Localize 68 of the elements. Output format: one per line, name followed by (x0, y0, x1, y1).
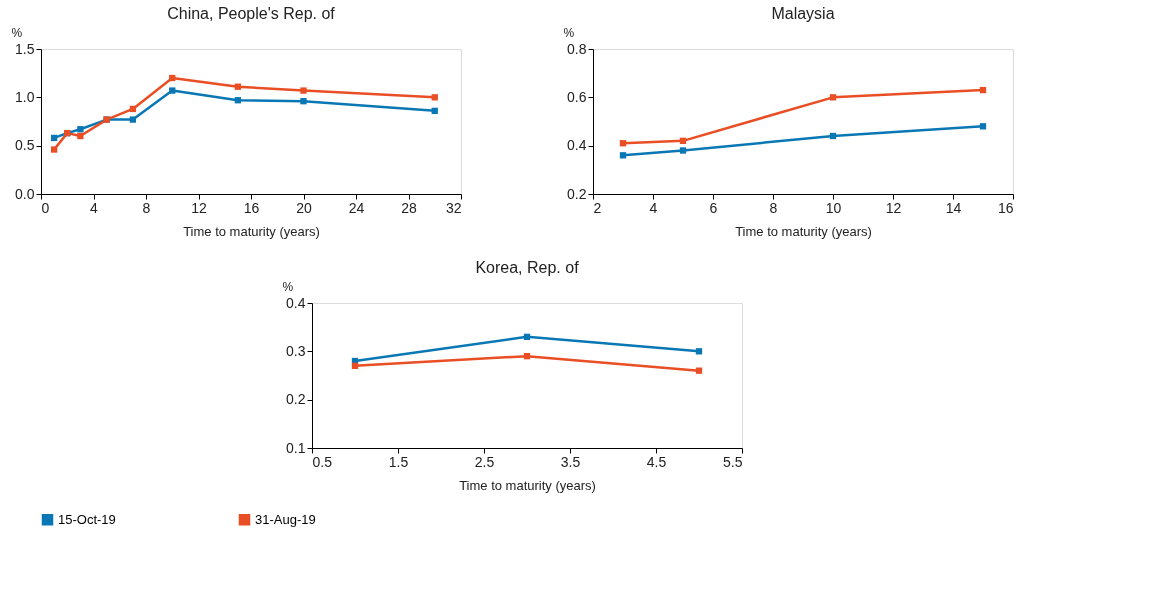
y-tick-label: 0.6 (567, 88, 587, 105)
x-tick-label: 3.5 (560, 453, 581, 470)
point (169, 87, 176, 94)
y-tick-label: 1.0 (15, 88, 35, 105)
chart-title: Malaysia (771, 5, 835, 22)
point (50, 146, 58, 153)
y-tick-label: 0.0 (15, 185, 35, 202)
x-tick-label: 1.5 (388, 453, 409, 470)
y-tick-label: 0.8 (567, 40, 587, 57)
point (619, 140, 627, 147)
point (129, 105, 137, 113)
y-axis-title: % (282, 279, 294, 294)
point (679, 147, 687, 154)
y-tick-label: 0.4 (286, 294, 306, 311)
x-tick-label: 6 (709, 199, 718, 216)
point (619, 152, 627, 159)
x-axis-title: Time to maturity (years) (459, 477, 596, 493)
y-tick-label: 0.4 (567, 137, 587, 154)
x-tick-label: 16 (243, 199, 260, 216)
x-tick-label: 0.5 (312, 453, 333, 470)
point (77, 132, 84, 140)
point (979, 86, 987, 94)
y-axis-title: % (563, 25, 575, 40)
x-axis-title: Time to maturity (years) (735, 223, 872, 239)
point (234, 83, 242, 90)
y-tick-label: 0.1 (286, 439, 306, 456)
point (679, 137, 687, 144)
y-tick-label: 0.2 (567, 185, 587, 202)
point (300, 98, 307, 105)
x-tick-label: 20 (296, 199, 312, 216)
x-tick-label: 5.5 (723, 453, 743, 470)
x-tick-label: 4.5 (646, 453, 667, 470)
y-tick-label: 0.5 (15, 137, 35, 154)
y-tick-label: 1.5 (15, 40, 35, 57)
point (431, 107, 438, 115)
point (234, 97, 242, 104)
x-tick-label: 28 (401, 199, 417, 216)
point (979, 123, 987, 130)
point (77, 126, 84, 133)
x-tick-label: 2.5 (474, 453, 495, 470)
x-tick-label: 0 (41, 199, 50, 216)
x-tick-label: 10 (825, 199, 842, 216)
point (169, 74, 176, 82)
x-tick-label: 32 (445, 199, 462, 216)
point (50, 134, 58, 142)
y-tick-label: 0.2 (286, 391, 306, 408)
point (829, 94, 837, 101)
x-tick-label: 8 (769, 199, 778, 216)
chart-title: China, People's Rep. of (167, 5, 336, 22)
x-tick-label: 4 (90, 199, 99, 216)
x-axis-title: Time to maturity (years) (183, 223, 320, 239)
x-tick-label: 2 (593, 199, 602, 216)
legend-label: 31-Aug-19 (255, 511, 316, 527)
point (129, 116, 137, 123)
point (431, 94, 438, 101)
x-tick-label: 4 (649, 199, 658, 216)
x-tick-label: 12 (885, 199, 902, 216)
x-tick-label: 12 (191, 199, 207, 216)
x-tick-label: 16 (997, 199, 1014, 216)
chart-title: Korea, Rep. of (475, 259, 580, 276)
x-tick-label: 24 (348, 199, 365, 216)
point (300, 87, 307, 94)
legend-label: 15-Oct-19 (58, 511, 116, 527)
y-axis-title: % (11, 25, 23, 40)
x-tick-label: 8 (142, 199, 151, 216)
point (829, 132, 837, 140)
x-tick-label: 14 (945, 199, 962, 216)
y-tick-label: 0.3 (286, 342, 306, 359)
